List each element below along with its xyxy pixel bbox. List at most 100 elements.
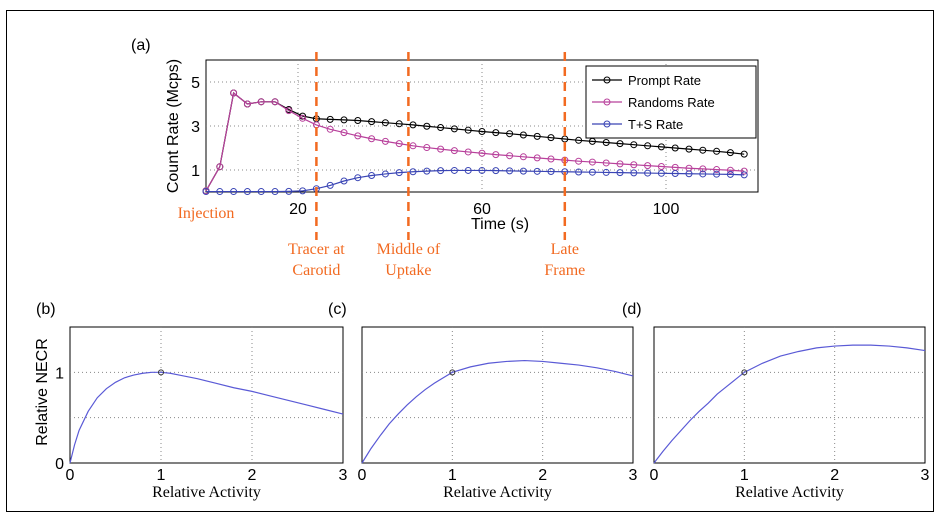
series-marker-1 bbox=[464, 148, 472, 156]
series-marker-0 bbox=[409, 121, 417, 129]
series-marker-2 bbox=[285, 187, 293, 195]
series-marker-1 bbox=[271, 98, 279, 106]
necr-curve-c bbox=[361, 359, 634, 464]
x-axis-title-a: Time (s) bbox=[471, 216, 529, 233]
series-marker-1 bbox=[381, 137, 389, 145]
series-marker-2 bbox=[478, 166, 486, 174]
y-tick-label-a: 1 bbox=[191, 163, 200, 180]
series-marker-2 bbox=[437, 167, 445, 175]
series-marker-0 bbox=[395, 120, 403, 128]
series-marker-2 bbox=[699, 170, 707, 178]
series-marker-1 bbox=[740, 167, 748, 175]
series-marker-1 bbox=[340, 129, 348, 137]
x-tick-label-c: 1 bbox=[448, 467, 457, 484]
series-marker-0 bbox=[354, 117, 362, 124]
series-marker-2 bbox=[257, 188, 265, 196]
series-marker-1 bbox=[437, 145, 445, 153]
x-tick-label-b: 3 bbox=[339, 467, 348, 484]
series-marker-1 bbox=[657, 162, 665, 170]
annotation-text-2: Uptake bbox=[385, 262, 431, 279]
series-marker-0 bbox=[630, 141, 638, 149]
series-marker-1 bbox=[726, 166, 734, 174]
series-marker-2 bbox=[299, 187, 307, 195]
series-marker-0 bbox=[726, 149, 734, 157]
series-marker-2 bbox=[202, 188, 210, 196]
series-marker-2 bbox=[409, 168, 417, 176]
series-marker-2 bbox=[602, 168, 610, 176]
figure-frame bbox=[6, 10, 934, 512]
series-marker-2 bbox=[644, 169, 652, 177]
panel-label-c: (c) bbox=[328, 301, 347, 318]
series-marker-2 bbox=[450, 166, 458, 174]
series-marker-1 bbox=[699, 165, 707, 173]
x-tick-label-a: 60 bbox=[473, 201, 491, 218]
series-marker-0 bbox=[368, 118, 376, 126]
plot-area-c bbox=[361, 326, 634, 464]
series-marker-0 bbox=[602, 139, 610, 146]
y-tick-label-b: 0 bbox=[55, 456, 64, 473]
reference-point-b bbox=[158, 369, 164, 376]
series-marker-2 bbox=[243, 188, 251, 196]
series-marker-1 bbox=[492, 151, 500, 159]
series-marker-2 bbox=[713, 170, 721, 178]
annotation-text-3: Late bbox=[551, 241, 579, 258]
series-marker-0 bbox=[713, 147, 721, 155]
x-tick-label-a: 20 bbox=[289, 201, 307, 218]
series-marker-2 bbox=[630, 169, 638, 177]
series-marker-0 bbox=[506, 130, 514, 138]
annotation-text-2: Middle of bbox=[377, 241, 441, 258]
series-marker-1 bbox=[575, 157, 583, 165]
legend-marker-1 bbox=[603, 98, 611, 106]
series-marker-2 bbox=[616, 169, 624, 177]
series-marker-1 bbox=[216, 163, 224, 171]
series-marker-0 bbox=[492, 129, 500, 137]
legend-marker-2 bbox=[603, 120, 611, 128]
series-marker-2 bbox=[547, 168, 555, 176]
series-marker-0 bbox=[326, 115, 334, 123]
annotation-text-3: Frame bbox=[544, 262, 585, 279]
series-marker-2 bbox=[354, 174, 362, 182]
panel-label-d: (d) bbox=[622, 301, 642, 318]
legend-label-1: Randoms Rate bbox=[628, 95, 715, 110]
series-marker-1 bbox=[409, 142, 417, 150]
series-marker-2 bbox=[271, 188, 279, 196]
series-marker-0 bbox=[464, 126, 472, 134]
panel-label-a: (a) bbox=[131, 37, 151, 54]
series-marker-1 bbox=[285, 107, 293, 115]
series-marker-0 bbox=[644, 142, 652, 150]
x-tick-label-c: 0 bbox=[358, 467, 367, 484]
annotation-text-0: Injection bbox=[178, 205, 235, 222]
series-marker-1 bbox=[588, 158, 596, 166]
legend-label-2: T+S Rate bbox=[628, 117, 683, 132]
x-tick-label-d: 3 bbox=[921, 467, 930, 484]
series-marker-1 bbox=[519, 153, 527, 161]
series-marker-0 bbox=[685, 145, 693, 153]
plot-area-b bbox=[69, 326, 344, 464]
legend-label-0: Prompt Rate bbox=[628, 73, 701, 88]
series-marker-1 bbox=[326, 125, 334, 133]
series-marker-1 bbox=[257, 98, 265, 106]
series-marker-1 bbox=[630, 161, 638, 169]
series-marker-1 bbox=[299, 114, 307, 122]
x-axis-title-b: Relative Activity bbox=[152, 484, 261, 501]
series-marker-0 bbox=[547, 134, 555, 142]
x-tick-label-b: 0 bbox=[66, 467, 75, 484]
series-marker-2 bbox=[506, 167, 514, 175]
series-marker-1 bbox=[243, 100, 251, 108]
x-tick-label-a: 100 bbox=[653, 201, 680, 218]
series-marker-1 bbox=[395, 140, 403, 148]
series-marker-1 bbox=[713, 166, 721, 174]
annotation-text-1: Carotid bbox=[292, 262, 340, 279]
annotation-text-1: Tracer at bbox=[288, 241, 345, 258]
series-marker-0 bbox=[575, 136, 583, 144]
series-marker-2 bbox=[492, 167, 500, 175]
series-marker-2 bbox=[671, 170, 679, 178]
series-marker-2 bbox=[381, 170, 389, 178]
y-tick-label-a: 5 bbox=[191, 75, 200, 92]
series-marker-0 bbox=[657, 143, 665, 151]
series-marker-2 bbox=[368, 172, 376, 179]
necr-curve-d bbox=[653, 344, 926, 464]
series-marker-2 bbox=[395, 169, 403, 177]
